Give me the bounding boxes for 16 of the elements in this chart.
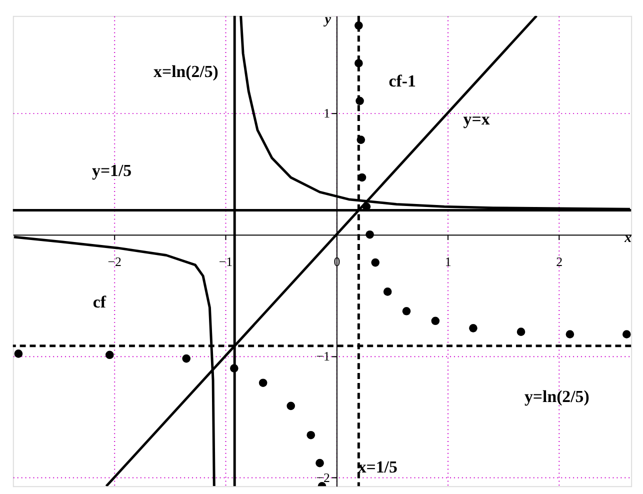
x-tick-label: 2 [556,254,563,269]
x-tick-label: 1 [444,254,452,269]
x-tick-label: −1 [218,254,233,269]
x-axis-title: x [624,231,632,246]
y-tick-label: 1 [324,106,330,121]
y-tick-label: −1 [316,350,330,364]
annotation: y=ln(2/5) [524,386,590,406]
annotation: cf-1 [388,72,416,91]
annotation: x=1/5 [358,457,398,476]
annotation: x=ln(2/5) [154,62,218,82]
x-tick-label: −2 [108,254,122,269]
y-tick-label: −2 [316,471,330,486]
y-axis-title: y [322,12,332,28]
annotation: cf [92,292,106,312]
annotation: y=x [463,109,490,128]
annotation: y=1/5 [92,161,132,180]
